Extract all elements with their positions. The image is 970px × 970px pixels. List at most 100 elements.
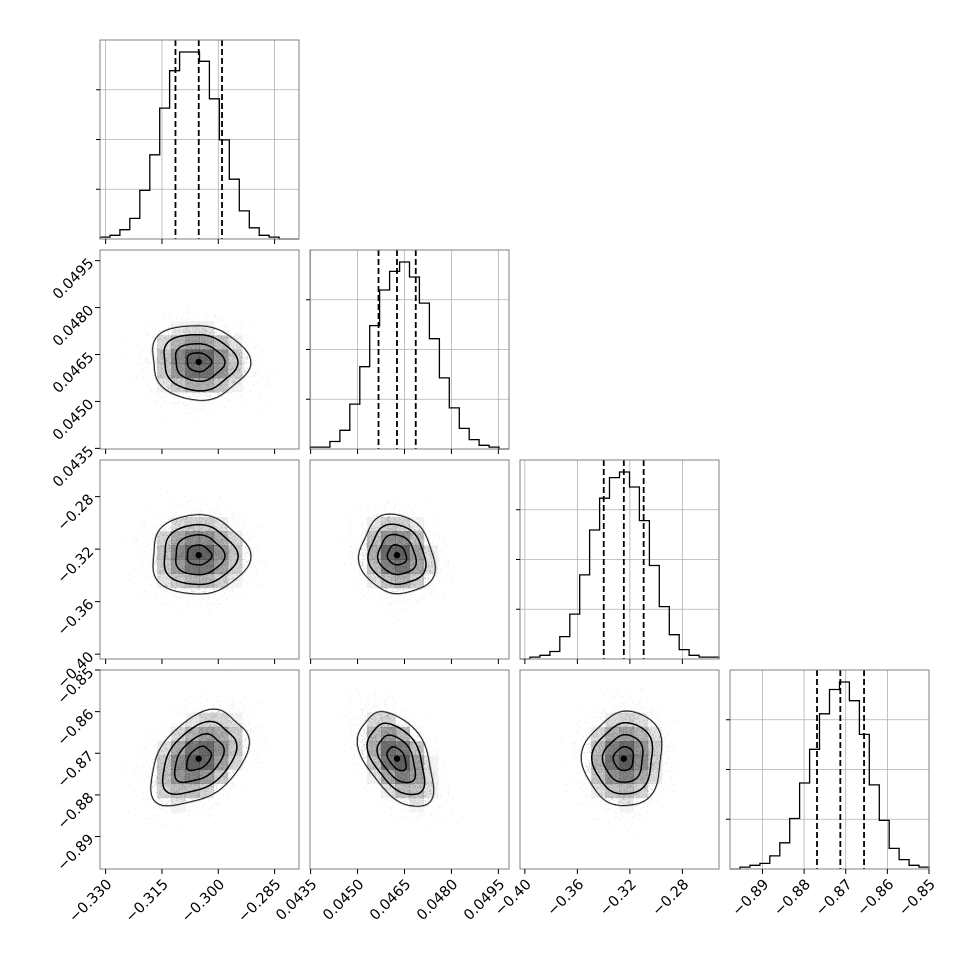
outside-mask: [100, 670, 299, 869]
density-cell: [366, 726, 382, 742]
contour-level-1: [386, 544, 408, 566]
density-cell: [381, 726, 396, 742]
density-cell: [213, 349, 229, 365]
y-tick-label: −0.89: [55, 832, 98, 875]
density-cell: [395, 531, 410, 546]
density-cell: [381, 573, 396, 589]
histogram-step-line: [730, 681, 930, 870]
density-cell: [199, 531, 215, 546]
contour-level-2: [376, 734, 417, 784]
density-cell: [185, 531, 200, 546]
density-cell: [395, 559, 410, 575]
contour-level-1: [386, 746, 407, 772]
density-cell: [381, 531, 396, 546]
density-cell: [619, 783, 635, 799]
density-cell: [171, 531, 186, 546]
density-cell: [185, 573, 200, 589]
outside-mask: [310, 670, 509, 869]
y-tick-label: 0.0465: [50, 350, 97, 397]
panel-frame: [519, 669, 720, 870]
contour-level-3: [163, 333, 239, 392]
contour-level-2: [175, 534, 226, 576]
density-cell: [199, 545, 215, 560]
panel-frame: [99, 669, 300, 870]
density-cell: [199, 559, 215, 575]
density-cell: [156, 755, 172, 770]
x-tick-label: 0.0450: [320, 877, 367, 924]
density-cell: [619, 741, 635, 756]
density-cell: [171, 545, 186, 560]
density-cell: [605, 741, 620, 756]
y-tick-label: 0.0450: [50, 396, 97, 443]
density-cell: [633, 755, 649, 770]
contour-level-2: [601, 733, 644, 783]
density-cell: [227, 559, 243, 575]
density-cell: [395, 573, 410, 589]
density-cell: [227, 741, 243, 756]
ticks-panel-3-3: [524, 659, 683, 664]
outside-mask: [100, 460, 299, 659]
density-cell: [213, 573, 229, 589]
density-peak: [393, 552, 401, 559]
density-cell: [591, 741, 606, 756]
x-tick-label: −0.88: [771, 877, 814, 920]
density-peak: [195, 552, 202, 559]
density-cell: [156, 545, 172, 560]
density-cell: [213, 726, 229, 742]
x-tick-label: −0.330: [66, 877, 115, 926]
histogram-step-line: [309, 261, 509, 450]
density-cell: [199, 712, 215, 728]
density-cell: [213, 559, 229, 575]
density-layer: [310, 460, 509, 659]
density-cell: [199, 783, 215, 799]
y-tick-label: 0.0495: [50, 256, 97, 303]
scatter-panel-3-2: [309, 459, 510, 660]
contour-level-3: [163, 523, 239, 586]
x-tick-label: 0.0480: [414, 877, 461, 924]
density-cell: [213, 363, 229, 379]
scatter-panel-3-1: [99, 459, 300, 660]
density-cell: [156, 335, 172, 350]
ticks-panel-1-1: [105, 239, 276, 244]
density-layer: [100, 250, 299, 449]
x-tick-label: −0.28: [650, 877, 693, 920]
density-cell: [213, 531, 229, 546]
outside-mask: [310, 460, 509, 659]
outside-mask: [100, 250, 299, 449]
density-cell: [156, 363, 172, 379]
contour-level-1: [612, 745, 635, 772]
density-layer: [310, 670, 509, 869]
histogram-panel-3: [516, 459, 720, 660]
density-cell: [199, 516, 215, 532]
panel-frame: [309, 459, 510, 660]
density-cell: [409, 559, 425, 575]
x-tick-label: −0.86: [855, 877, 898, 920]
contour-level-2: [376, 533, 418, 576]
density-cell: [171, 783, 186, 799]
contour-level-3: [367, 523, 427, 586]
density-cell: [381, 741, 396, 756]
ticks-panel-3-1: [95, 496, 276, 664]
x-tick-label: −0.89: [730, 877, 773, 920]
density-peak: [195, 755, 202, 762]
density-cell: [171, 349, 186, 365]
histogram-panel-4: [726, 669, 930, 870]
y-tick-label: 0.0480: [50, 303, 97, 350]
density-cell: [199, 573, 215, 589]
density-cell: [619, 769, 635, 785]
ticks-panel-2-1: [95, 260, 276, 454]
density-cell: [605, 726, 620, 742]
density-cell: [227, 755, 243, 770]
ticks-panel-4-2: [310, 869, 499, 874]
x-tick-label: −0.87: [813, 877, 856, 920]
ticks-panel-3-2: [310, 659, 499, 664]
x-tick-label: −0.300: [179, 877, 228, 926]
contour-level-1: [185, 745, 213, 772]
density-peak: [393, 755, 401, 762]
contour-level-3: [161, 720, 238, 795]
y-tick-label: −0.88: [55, 790, 98, 833]
density-cell: [185, 559, 200, 575]
contour-level-2: [174, 343, 226, 383]
density-cell: [381, 769, 396, 785]
